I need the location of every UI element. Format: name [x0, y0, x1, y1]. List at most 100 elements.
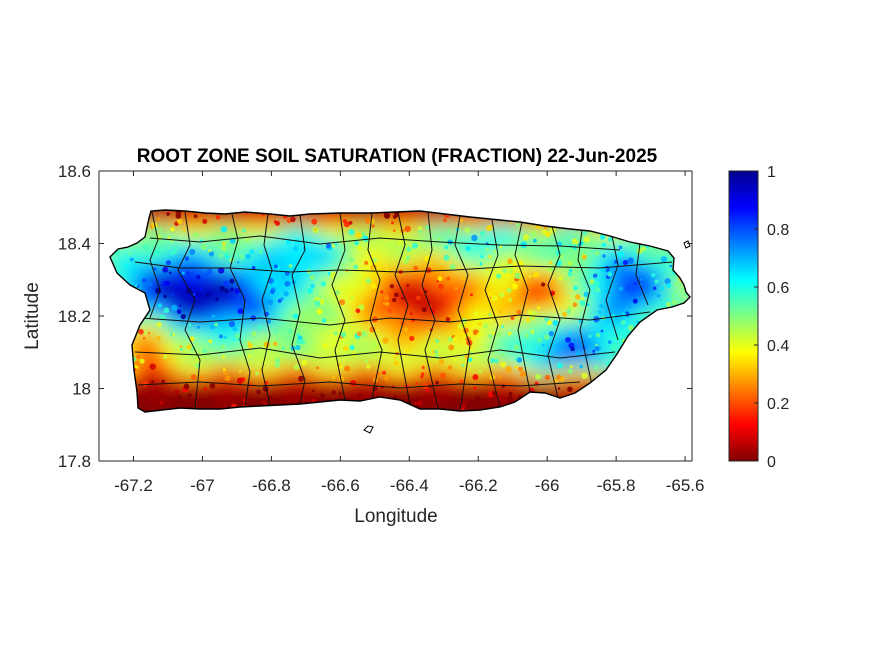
field-cell	[205, 255, 216, 266]
field-cell	[475, 345, 486, 356]
field-cell	[385, 225, 396, 236]
field-cell	[145, 395, 156, 406]
field-cell	[585, 345, 596, 356]
field-cell	[235, 255, 246, 266]
field-speckle	[189, 336, 195, 342]
field-cell	[265, 245, 276, 256]
field-cell	[295, 325, 306, 336]
field-speckle	[556, 241, 562, 247]
field-cell	[535, 305, 546, 316]
field-cell	[305, 255, 316, 266]
field-cell	[385, 210, 396, 216]
field-speckle	[170, 251, 174, 256]
field-cell	[625, 285, 636, 296]
field-cell	[625, 275, 636, 286]
field-speckle	[189, 248, 196, 255]
field-cell	[355, 285, 366, 296]
field-speckle	[349, 344, 355, 351]
field-cell	[215, 225, 226, 236]
field-cell	[575, 265, 586, 276]
field-cell	[205, 355, 216, 366]
field-speckle	[314, 228, 318, 231]
field-cell	[215, 215, 226, 226]
field-cell	[335, 365, 346, 376]
field-cell	[245, 305, 256, 316]
field-cell	[235, 275, 246, 286]
field-speckle	[669, 264, 673, 268]
field-cell	[405, 275, 416, 286]
field-cell	[535, 375, 546, 386]
east-islet	[683, 240, 691, 249]
field-speckle	[267, 299, 274, 306]
field-speckle	[138, 328, 144, 335]
field-speckle	[163, 294, 167, 299]
field-cell	[335, 315, 346, 326]
field-speckle	[556, 362, 563, 369]
field-cell	[355, 275, 366, 286]
y-tick-label: 17.8	[58, 452, 91, 471]
field-cell	[265, 305, 276, 316]
field-cell	[155, 295, 166, 306]
field-cell	[545, 375, 556, 386]
field-speckle	[494, 358, 499, 363]
field-cell	[495, 395, 506, 406]
field-cell	[205, 275, 216, 286]
field-cell	[195, 395, 206, 406]
field-cell	[325, 335, 336, 346]
field-cell	[205, 345, 216, 356]
field-cell	[165, 285, 176, 296]
field-speckle	[226, 404, 231, 408]
field-speckle	[654, 279, 659, 284]
field-speckle	[472, 374, 479, 381]
field-cell	[175, 295, 186, 306]
field-speckle	[674, 290, 678, 293]
field-cell	[415, 325, 426, 336]
field-cell	[225, 335, 236, 346]
field-cell	[175, 245, 186, 256]
field-speckle	[364, 260, 369, 265]
field-cell	[265, 255, 276, 266]
field-cell	[445, 285, 456, 296]
field-cell	[475, 405, 486, 412]
field-cell	[355, 385, 366, 396]
field-speckle	[525, 317, 531, 323]
field-cell	[445, 345, 456, 356]
field-speckle	[219, 285, 226, 292]
field-cell	[345, 295, 356, 306]
field-speckle	[487, 291, 494, 298]
field-speckle	[453, 358, 457, 362]
field-cell	[555, 235, 566, 246]
field-cell	[175, 375, 186, 386]
field-cell	[585, 255, 596, 266]
field-speckle	[414, 402, 418, 405]
field-cell	[345, 325, 356, 336]
field-speckle	[567, 261, 572, 266]
field-speckle	[251, 331, 257, 337]
field-speckle	[316, 366, 320, 370]
field-cell	[225, 245, 236, 256]
field-cell	[305, 295, 316, 306]
field-cell	[155, 245, 166, 256]
field-cell	[245, 375, 256, 386]
field-cell	[465, 405, 476, 412]
field-speckle	[439, 359, 445, 365]
field-cell	[575, 355, 586, 366]
field-cell	[115, 265, 126, 276]
field-cell	[195, 215, 206, 226]
field-cell	[215, 305, 226, 316]
field-cell	[455, 275, 466, 286]
field-cell	[405, 295, 416, 306]
field-speckle	[149, 363, 156, 370]
field-speckle	[342, 219, 347, 224]
field-speckle	[249, 249, 255, 255]
field-speckle	[310, 283, 315, 289]
field-cell	[595, 265, 606, 276]
field-speckle	[568, 331, 572, 335]
field-cell	[525, 245, 536, 256]
field-speckle	[240, 377, 246, 382]
field-speckle	[544, 374, 551, 381]
field-speckle	[445, 317, 451, 322]
field-cell	[175, 265, 186, 276]
field-cell	[555, 295, 566, 306]
field-cell	[285, 255, 296, 266]
